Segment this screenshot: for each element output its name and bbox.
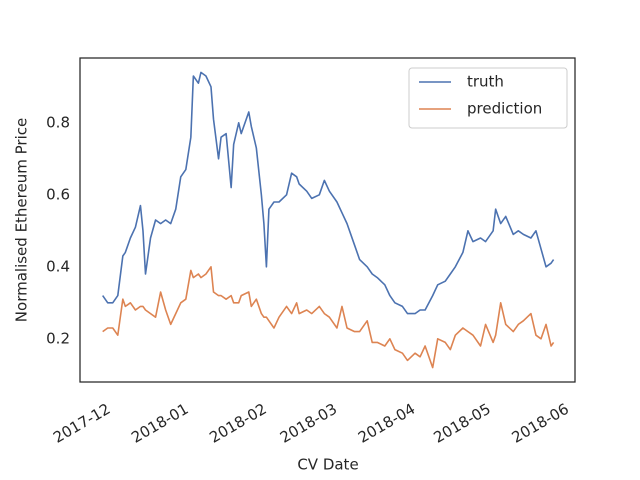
data-line (102, 266, 555, 369)
x-tick-label: 2018-02 (206, 400, 269, 447)
x-axis-label: CV Date (297, 456, 358, 474)
x-tick-label: 2018-01 (128, 400, 191, 447)
x-tick-label: 2018-05 (431, 400, 494, 447)
x-tick-label: 2017-12 (50, 400, 113, 447)
legend: truth prediction (408, 67, 568, 129)
legend-label: truth (467, 73, 504, 91)
data-line (102, 71, 555, 315)
x-tick-label: 2018-06 (509, 400, 572, 447)
legend-label: prediction (467, 100, 542, 118)
y-tick-label: 0.2 (46, 329, 70, 347)
axes-frame (79, 57, 576, 383)
y-tick-label: 0.4 (46, 257, 70, 275)
y-axis-label: Normalised Ethereum Price (13, 118, 31, 322)
y-tick-label: 0.6 (46, 185, 70, 203)
x-tick-label: 2018-04 (355, 400, 418, 447)
y-tick-label: 0.8 (46, 113, 70, 131)
legend-frame (408, 67, 568, 129)
x-tick-label: 2018-03 (277, 400, 340, 447)
